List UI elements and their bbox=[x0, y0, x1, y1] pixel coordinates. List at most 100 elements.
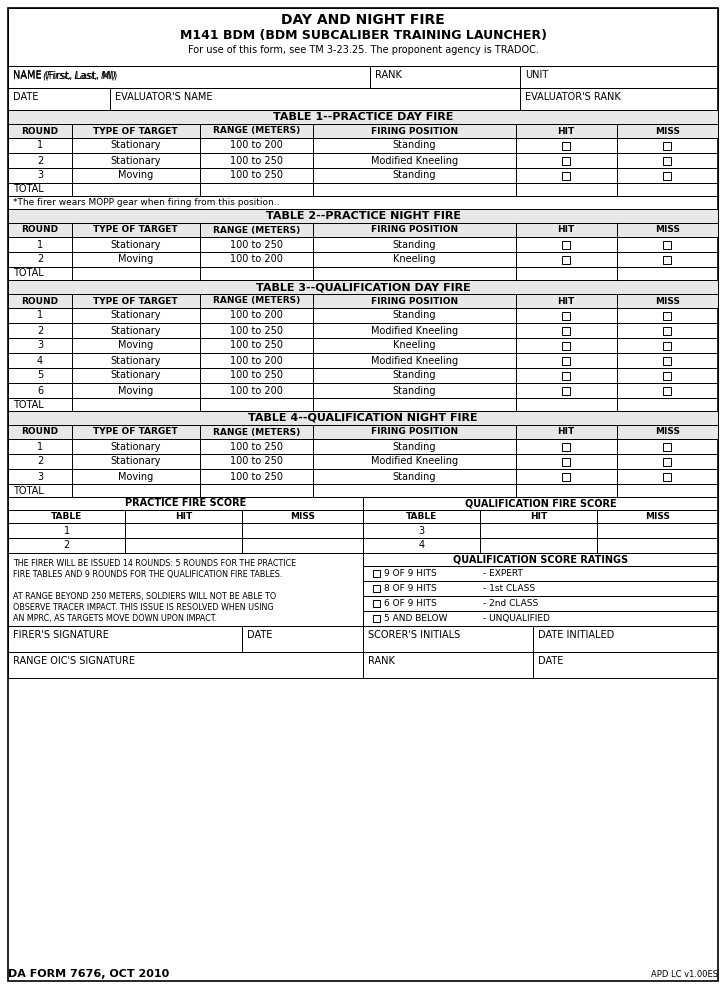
Text: 100 to 250: 100 to 250 bbox=[230, 441, 283, 452]
Bar bbox=[562, 387, 570, 395]
Bar bbox=[664, 442, 672, 451]
Text: 2: 2 bbox=[37, 254, 43, 264]
Text: QUALIFICATION FIRE SCORE: QUALIFICATION FIRE SCORE bbox=[465, 498, 616, 508]
Bar bbox=[8, 8, 718, 66]
Text: - 1st CLASS: - 1st CLASS bbox=[483, 584, 535, 593]
Bar bbox=[363, 523, 718, 538]
Bar bbox=[363, 510, 718, 523]
Text: SCORER'S INITIALS: SCORER'S INITIALS bbox=[368, 630, 460, 640]
Bar bbox=[373, 600, 380, 607]
Bar bbox=[562, 171, 570, 179]
Text: RANGE OIC'S SIGNATURE: RANGE OIC'S SIGNATURE bbox=[13, 656, 135, 666]
Text: Stationary: Stationary bbox=[110, 441, 161, 452]
Text: RANGE (METERS): RANGE (METERS) bbox=[213, 427, 300, 436]
Text: TOTAL: TOTAL bbox=[13, 400, 44, 409]
Text: ROUND: ROUND bbox=[21, 427, 59, 436]
Text: TYPE OF TARGET: TYPE OF TARGET bbox=[94, 225, 178, 234]
Bar bbox=[8, 308, 718, 323]
Bar bbox=[664, 356, 672, 365]
Text: 100 to 250: 100 to 250 bbox=[230, 239, 283, 249]
Bar bbox=[562, 326, 570, 334]
Text: HIT: HIT bbox=[175, 512, 192, 521]
Text: ROUND: ROUND bbox=[21, 225, 59, 234]
Bar bbox=[8, 209, 718, 223]
Text: 3: 3 bbox=[37, 170, 43, 181]
Text: Kneeling: Kneeling bbox=[393, 340, 436, 350]
Bar bbox=[8, 510, 363, 523]
Bar bbox=[8, 196, 718, 209]
Text: - UNQUALIFIED: - UNQUALIFIED bbox=[483, 614, 550, 623]
Bar bbox=[8, 252, 718, 267]
Text: Kneeling: Kneeling bbox=[393, 254, 436, 264]
Bar bbox=[8, 538, 363, 553]
Bar bbox=[8, 626, 718, 652]
Text: FIRE TABLES AND 9 ROUNDS FOR THE QUALIFICATION FIRE TABLES.: FIRE TABLES AND 9 ROUNDS FOR THE QUALIFI… bbox=[13, 570, 282, 579]
Bar bbox=[562, 458, 570, 466]
Text: APD LC v1.00ES: APD LC v1.00ES bbox=[651, 970, 718, 979]
Text: TABLE: TABLE bbox=[406, 512, 437, 521]
Bar bbox=[562, 156, 570, 164]
Text: 100 to 250: 100 to 250 bbox=[230, 155, 283, 165]
Text: 100 to 200: 100 to 200 bbox=[230, 254, 283, 264]
Text: MISS: MISS bbox=[290, 512, 315, 521]
Bar bbox=[8, 153, 718, 168]
Text: 2: 2 bbox=[37, 325, 43, 335]
Bar bbox=[8, 523, 363, 538]
Text: 100 to 250: 100 to 250 bbox=[230, 371, 283, 381]
Bar bbox=[8, 454, 718, 469]
Bar bbox=[8, 497, 363, 510]
Text: 100 to 200: 100 to 200 bbox=[230, 386, 283, 396]
Bar bbox=[8, 183, 718, 196]
Text: AN MPRC, AS TARGETS MOVE DOWN UPON IMPACT.: AN MPRC, AS TARGETS MOVE DOWN UPON IMPAC… bbox=[13, 614, 217, 623]
Bar bbox=[8, 223, 718, 237]
Text: 2: 2 bbox=[37, 457, 43, 467]
Bar bbox=[363, 497, 718, 510]
Bar bbox=[8, 469, 718, 484]
Text: Modified Kneeling: Modified Kneeling bbox=[371, 355, 458, 366]
Bar bbox=[664, 387, 672, 395]
Text: TABLE 2--PRACTICE NIGHT FIRE: TABLE 2--PRACTICE NIGHT FIRE bbox=[266, 211, 460, 221]
Text: 100 to 200: 100 to 200 bbox=[230, 355, 283, 366]
Text: 100 to 250: 100 to 250 bbox=[230, 340, 283, 350]
Text: 2: 2 bbox=[63, 541, 70, 551]
Bar bbox=[562, 312, 570, 319]
Text: FIRING POSITION: FIRING POSITION bbox=[371, 427, 458, 436]
Text: Stationary: Stationary bbox=[110, 239, 161, 249]
Text: Standing: Standing bbox=[393, 170, 436, 181]
Bar bbox=[8, 353, 718, 368]
Bar bbox=[562, 356, 570, 365]
Text: RANK: RANK bbox=[375, 70, 402, 80]
Text: Standing: Standing bbox=[393, 239, 436, 249]
Text: QUALIFICATION SCORE RATINGS: QUALIFICATION SCORE RATINGS bbox=[453, 555, 628, 565]
Text: 3: 3 bbox=[37, 472, 43, 482]
Text: - EXPERT: - EXPERT bbox=[483, 569, 523, 578]
Text: HIT: HIT bbox=[558, 225, 575, 234]
Text: 100 to 250: 100 to 250 bbox=[230, 472, 283, 482]
Text: Standing: Standing bbox=[393, 472, 436, 482]
Text: 100 to 200: 100 to 200 bbox=[230, 311, 283, 320]
Bar bbox=[8, 425, 718, 439]
Text: Stationary: Stationary bbox=[110, 371, 161, 381]
Bar bbox=[562, 442, 570, 451]
Text: 100 to 200: 100 to 200 bbox=[230, 140, 283, 150]
Bar bbox=[8, 110, 718, 124]
Text: Standing: Standing bbox=[393, 441, 436, 452]
Bar bbox=[8, 368, 718, 383]
Text: 100 to 250: 100 to 250 bbox=[230, 170, 283, 181]
Bar bbox=[8, 411, 718, 425]
Bar bbox=[363, 538, 718, 553]
Text: TYPE OF TARGET: TYPE OF TARGET bbox=[94, 427, 178, 436]
Text: TOTAL: TOTAL bbox=[13, 185, 44, 195]
Bar bbox=[562, 372, 570, 380]
Text: 2: 2 bbox=[37, 155, 43, 165]
Bar bbox=[8, 383, 718, 398]
Text: Stationary: Stationary bbox=[110, 355, 161, 366]
Text: Stationary: Stationary bbox=[110, 311, 161, 320]
Text: Moving: Moving bbox=[118, 254, 153, 264]
Text: 1: 1 bbox=[37, 239, 43, 249]
Text: Stationary: Stationary bbox=[110, 325, 161, 335]
Text: FIRING POSITION: FIRING POSITION bbox=[371, 225, 458, 234]
Text: 1: 1 bbox=[37, 311, 43, 320]
Text: TABLE 4--QUALIFICATION NIGHT FIRE: TABLE 4--QUALIFICATION NIGHT FIRE bbox=[248, 413, 478, 423]
Text: PRACTICE FIRE SCORE: PRACTICE FIRE SCORE bbox=[125, 498, 246, 508]
